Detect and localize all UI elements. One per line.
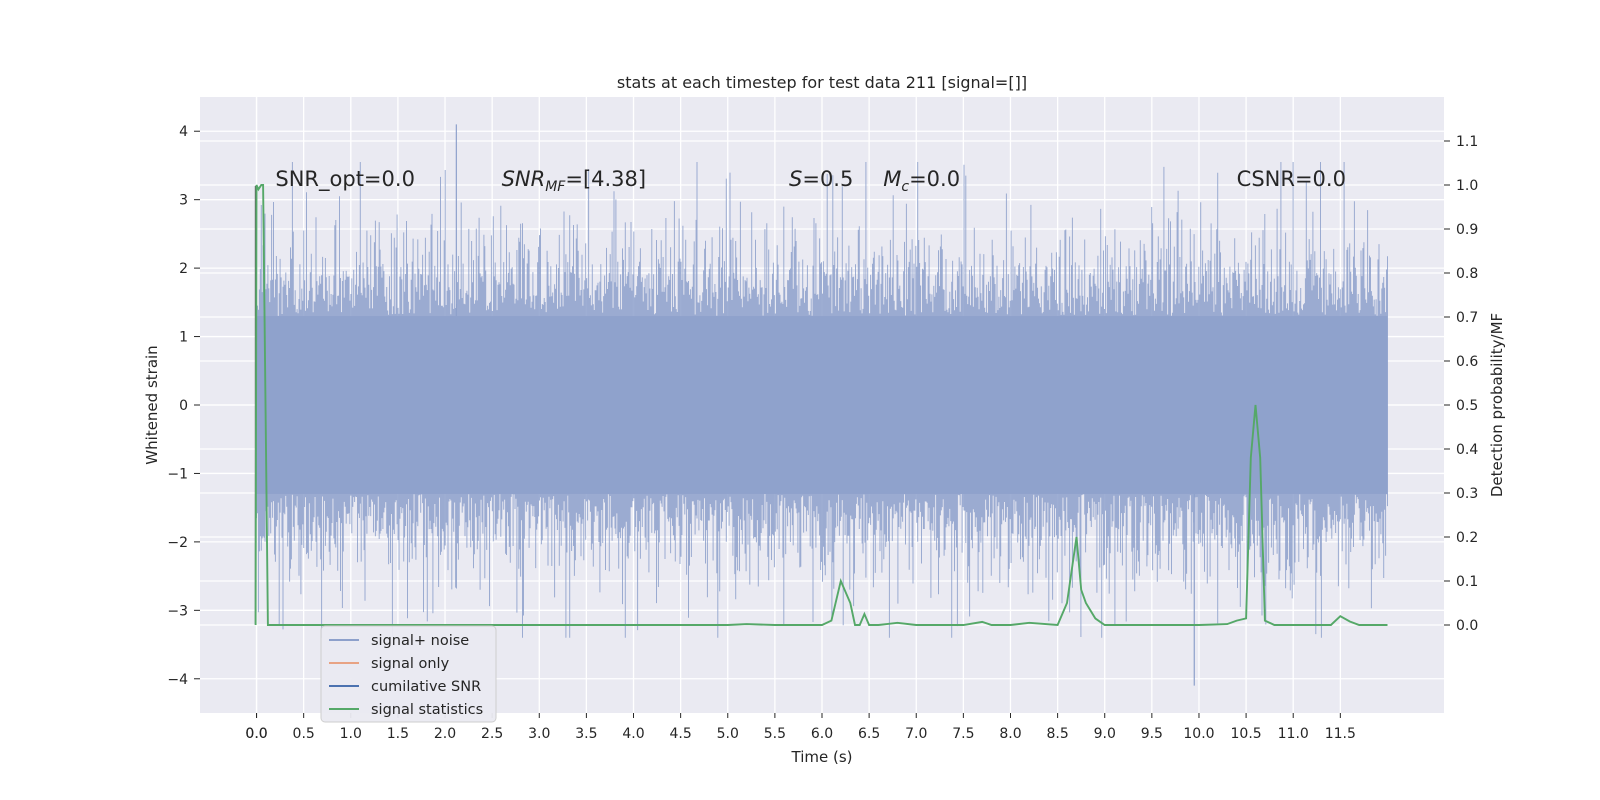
y-left-tick-label: 0 (179, 398, 188, 414)
x-tick-label: 6.5 (858, 726, 880, 742)
x-tick-label: 0.5 (293, 726, 315, 742)
y-left-tick-label: 1 (179, 330, 188, 346)
x-tick-label: 4.5 (670, 726, 692, 742)
y-right-tick-label: 0.5 (1456, 398, 1478, 414)
x-tick-label: 5.0 (717, 726, 739, 742)
y-left-tick-label: −3 (167, 603, 188, 619)
y-right-tick-label: 0.3 (1456, 486, 1478, 502)
x-tick-label: 10.0 (1183, 726, 1214, 742)
y-axis-right: 1.1 1.0 0.9 0.8 0.7 0.6 0.5 0.4 0.3 0.2 0.1 0.0 (1444, 134, 1478, 634)
x-tick-label: 7.5 (952, 726, 974, 742)
x-tick-label: 8.5 (1046, 726, 1068, 742)
y-right-tick-label: 0.8 (1456, 266, 1478, 282)
y-left-tick-label: −1 (167, 466, 188, 482)
x-tick-label: 1.0 (340, 726, 362, 742)
x-tick-label: 9.5 (1141, 726, 1163, 742)
y-right-tick-label: 0.1 (1456, 574, 1478, 590)
x-tick-label: 10.5 (1231, 726, 1262, 742)
line-series-layer (254, 184, 1388, 626)
y-right-tick-label: 0.7 (1456, 310, 1478, 326)
annotation: SNR_opt=0.0 (275, 167, 415, 192)
x-tick-label: 6.0 (811, 726, 833, 742)
noise-series (256, 124, 1388, 686)
y-left-tick-label: 2 (179, 261, 188, 277)
x-tick-label: 2.5 (481, 726, 503, 742)
y-axis-left: 4 3 2 1 0 −1 −2 −3 −4 (167, 124, 200, 688)
y-right-tick-label: 0.4 (1456, 442, 1478, 458)
legend-label: signal+ noise (371, 633, 469, 649)
y-axis-right-label: Detection probability/MF (1488, 313, 1506, 497)
x-axis: 0.00.0 0.5 1.0 1.5 2.0 2.5 3.0 3.5 4.0 4.5 5.0 5.5 6… (245, 713, 1356, 742)
annotation: Mc=0.0 (883, 167, 960, 195)
annotation-layer: SNR_opt=0.0 SNRMF=[4.38] S=0.5 Mc=0.0 CSNR=0… (275, 167, 1346, 195)
x-tick-label: 2.0 (434, 726, 456, 742)
legend-label: signal only (371, 656, 450, 672)
y-right-tick-label: 0.6 (1456, 354, 1478, 370)
x-tick-label: 1.5 (387, 726, 409, 742)
annotation: CSNR=0.0 (1237, 167, 1346, 191)
x-tick-label: 11.5 (1325, 726, 1356, 742)
y-right-tick-label: 1.0 (1456, 178, 1478, 194)
x-tick-label: 4.0 (622, 726, 644, 742)
x-tick-label: 8.0 (999, 726, 1021, 742)
annotation: SNRMF=[4.38] (502, 167, 647, 195)
x-tick-label: 7.0 (905, 726, 927, 742)
y-right-tick-label: 0.2 (1456, 530, 1478, 546)
y-right-tick-label: 1.1 (1456, 134, 1478, 150)
y-left-tick-label: 4 (179, 124, 188, 140)
y-left-tick-label: −2 (167, 535, 188, 551)
annotation: S=0.5 (789, 167, 853, 191)
legend-box (320, 625, 497, 723)
x-tick-label: 0.0 (245, 726, 267, 742)
y-right-tick-label: 0.9 (1456, 222, 1478, 238)
x-tick-label: 3.0 (528, 726, 550, 742)
x-tick-label: 11.0 (1278, 726, 1309, 742)
chart-title: stats at each timestep for test data 211… (617, 73, 1027, 92)
x-tick-label: 0.0 (245, 726, 267, 742)
y-axis-left-label: Whitened strain (143, 345, 161, 464)
x-tick-label: 9.0 (1094, 726, 1116, 742)
signal-statistics-line (254, 184, 1388, 626)
legend-label: signal statistics (371, 702, 483, 718)
legend-label: cumilative SNR (371, 679, 481, 695)
x-tick-label: 5.5 (764, 726, 786, 742)
y-right-tick-label: 0.0 (1456, 618, 1478, 634)
legend: signal+ noise signal only cumilative SNR si… (320, 625, 497, 723)
x-axis-label: Time (s) (791, 748, 853, 766)
x-tick-label: 3.5 (575, 726, 597, 742)
y-left-tick-label: 3 (179, 193, 188, 209)
y-left-tick-label: −4 (167, 672, 188, 688)
